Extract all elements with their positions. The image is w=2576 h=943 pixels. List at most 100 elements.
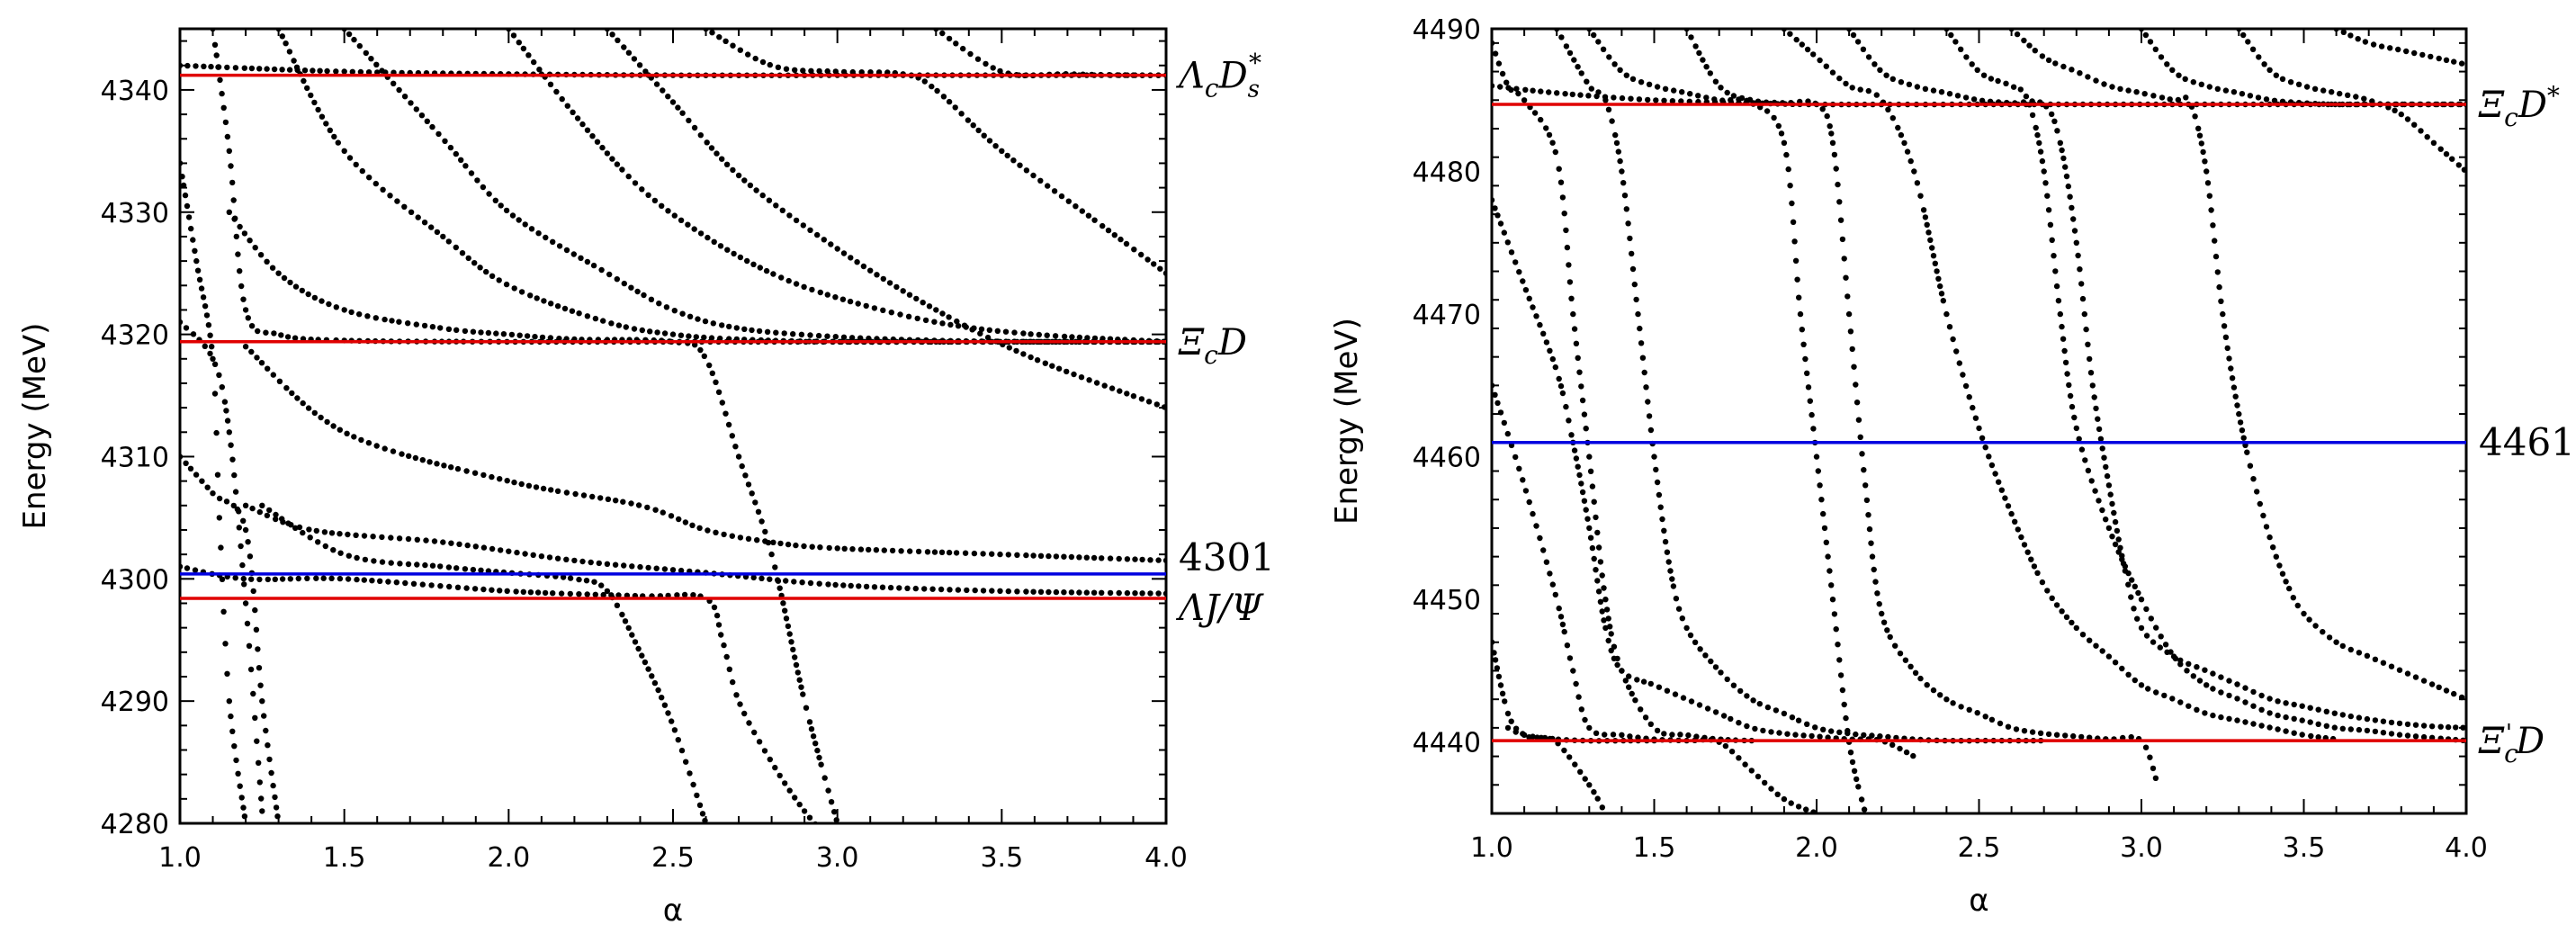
data-point — [228, 713, 234, 720]
data-point — [406, 453, 412, 459]
data-point — [522, 551, 528, 557]
data-point — [462, 566, 469, 572]
data-point — [1634, 677, 1640, 683]
data-point — [2210, 712, 2216, 719]
data-point — [192, 247, 198, 254]
data-point — [1036, 331, 1043, 338]
data-point — [592, 591, 598, 597]
data-point — [619, 166, 625, 173]
data-point — [371, 558, 377, 564]
data-point — [933, 29, 939, 32]
data-point — [286, 67, 293, 73]
data-point — [2152, 46, 2159, 52]
data-point — [960, 45, 966, 52]
data-point — [2062, 164, 2069, 170]
data-point — [2436, 684, 2442, 690]
series-level-1 — [180, 454, 281, 820]
data-point — [669, 99, 677, 105]
data-point — [1853, 400, 1861, 406]
data-point — [256, 66, 263, 72]
data-point — [1131, 247, 1137, 253]
data-point — [2054, 128, 2060, 134]
data-point — [1633, 296, 1639, 303]
data-point — [807, 227, 813, 233]
data-point — [351, 36, 357, 43]
data-point — [809, 543, 815, 550]
data-point — [2119, 665, 2125, 672]
data-point — [2428, 681, 2436, 687]
data-point — [2361, 95, 2367, 102]
data-point — [783, 578, 789, 584]
data-point — [1155, 557, 1162, 563]
data-point — [1841, 256, 1847, 262]
data-point — [368, 55, 374, 62]
data-point — [1623, 206, 1630, 212]
data-point — [614, 602, 621, 608]
data-point — [536, 67, 543, 73]
data-point — [694, 792, 700, 799]
data-point — [2404, 670, 2411, 677]
data-point — [240, 575, 247, 582]
data-point — [1773, 707, 1780, 714]
data-point — [221, 399, 229, 405]
data-point — [242, 307, 249, 313]
data-point — [729, 533, 735, 539]
data-point — [2082, 457, 2088, 463]
data-point — [1132, 590, 1138, 597]
data-point — [1572, 761, 1578, 768]
data-point — [1843, 714, 1849, 722]
data-point — [434, 229, 441, 236]
data-point — [2177, 657, 2184, 663]
data-point — [258, 360, 265, 366]
data-point — [2420, 733, 2428, 741]
data-point — [358, 436, 364, 444]
data-point — [2271, 97, 2278, 104]
data-point — [2266, 710, 2273, 716]
data-point — [724, 247, 731, 253]
data-point — [1920, 207, 1927, 213]
data-point — [2372, 728, 2379, 735]
data-point — [701, 353, 707, 359]
data-point — [1557, 614, 1565, 620]
data-point — [2067, 193, 2073, 200]
data-point — [739, 463, 745, 470]
data-point — [1052, 333, 1059, 339]
data-point — [2103, 463, 2109, 471]
data-point — [1764, 108, 1771, 114]
data-point — [947, 321, 954, 328]
data-point — [2021, 542, 2028, 548]
data-point — [2021, 728, 2028, 734]
data-point — [554, 303, 561, 310]
data-point — [361, 577, 367, 583]
data-point — [854, 259, 860, 265]
data-point — [653, 565, 660, 571]
data-point — [1578, 70, 1584, 76]
data-point — [773, 329, 779, 336]
data-point — [834, 246, 840, 252]
data-point — [1817, 57, 1823, 64]
data-point — [1829, 139, 1836, 146]
data-point — [1849, 346, 1855, 353]
data-point — [931, 319, 938, 325]
data-point — [202, 343, 208, 349]
data-point — [1695, 93, 1701, 99]
data-point — [731, 250, 737, 257]
data-point — [2096, 426, 2103, 433]
data-point — [250, 588, 256, 595]
data-point — [1610, 732, 1617, 738]
data-point — [2042, 180, 2049, 186]
y-tick-label: 4290 — [101, 687, 169, 718]
data-point — [2301, 610, 2307, 617]
data-point — [319, 113, 326, 120]
data-point — [1809, 411, 1815, 418]
data-point — [818, 761, 824, 768]
data-point — [717, 243, 724, 249]
data-point — [678, 567, 685, 574]
data-point — [756, 739, 763, 745]
data-point — [1083, 589, 1091, 596]
data-point — [741, 177, 748, 184]
data-point — [691, 226, 697, 232]
data-point — [211, 391, 219, 397]
data-point — [1904, 148, 1911, 155]
data-point — [405, 320, 411, 327]
